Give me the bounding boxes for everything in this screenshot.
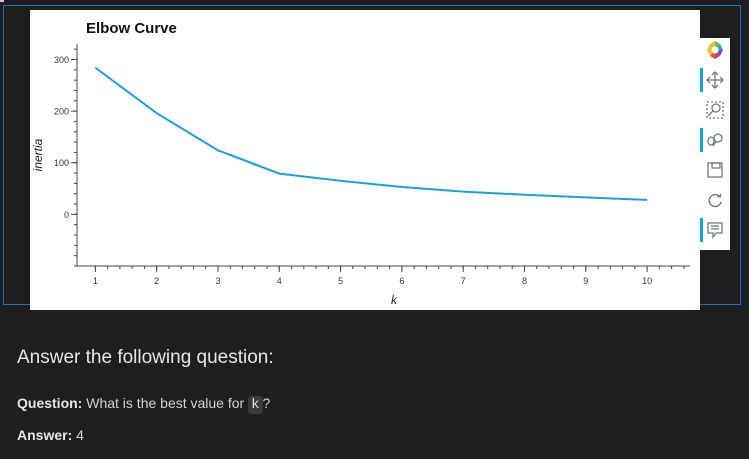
question-label: Question:: [17, 395, 83, 411]
x-tick-label: 1: [93, 276, 98, 286]
question-code: k: [248, 396, 263, 414]
x-axis-label: k: [391, 293, 398, 307]
x-tick-label: 2: [154, 276, 159, 286]
bokeh-logo-icon[interactable]: [703, 38, 727, 62]
y-tick-label: 100: [54, 158, 69, 168]
question-heading: Answer the following question:: [17, 347, 274, 368]
save-icon[interactable]: [703, 158, 727, 182]
answer-value: 4: [76, 427, 84, 443]
series-line-0[interactable]: [94, 66, 648, 201]
y-ticks: 0 100 200 300: [54, 48, 77, 267]
elbow-chart[interactable]: Elbow Curve inertia k 0 100 200 300 1 2 3 4 5 6 7…: [30, 10, 700, 310]
plot-toolbar: [700, 38, 730, 250]
x-ticks: 1 2 3 4 5 6 7 8 9 10: [93, 266, 685, 286]
x-tick-label: 4: [277, 276, 282, 286]
answer-label: Answer:: [17, 427, 73, 443]
x-tick-label: 8: [522, 276, 527, 286]
hover-active-indicator: [700, 218, 703, 242]
question-line: Question: What is the best value for k?: [17, 395, 271, 414]
cell-marker: [0, 0, 4, 2]
y-tick-label: 200: [54, 107, 69, 117]
pan-active-indicator: [700, 68, 703, 92]
x-tick-label: 7: [461, 276, 466, 286]
question-text: What is the best value for: [86, 395, 245, 411]
pan-icon[interactable]: [703, 68, 727, 92]
hover-icon[interactable]: [703, 218, 727, 242]
reset-icon[interactable]: [703, 188, 727, 212]
question-mark: ?: [262, 395, 271, 411]
x-tick-label: 10: [642, 276, 652, 286]
wheel-zoom-active-indicator: [700, 128, 703, 152]
series-group: [94, 66, 648, 201]
box-zoom-icon[interactable]: [703, 98, 727, 122]
x-tick-label: 3: [215, 276, 220, 286]
y-tick-label: 300: [54, 55, 69, 65]
x-tick-label: 5: [338, 276, 343, 286]
x-tick-label: 9: [583, 276, 588, 286]
chart-title: Elbow Curve: [86, 20, 177, 37]
y-tick-label: 0: [64, 210, 69, 220]
y-axis-label: inertia: [31, 138, 45, 171]
x-tick-label: 6: [399, 276, 404, 286]
wheel-zoom-icon[interactable]: [703, 128, 727, 152]
answer-line: Answer: 4: [17, 427, 84, 443]
plot-panel: [30, 10, 700, 310]
